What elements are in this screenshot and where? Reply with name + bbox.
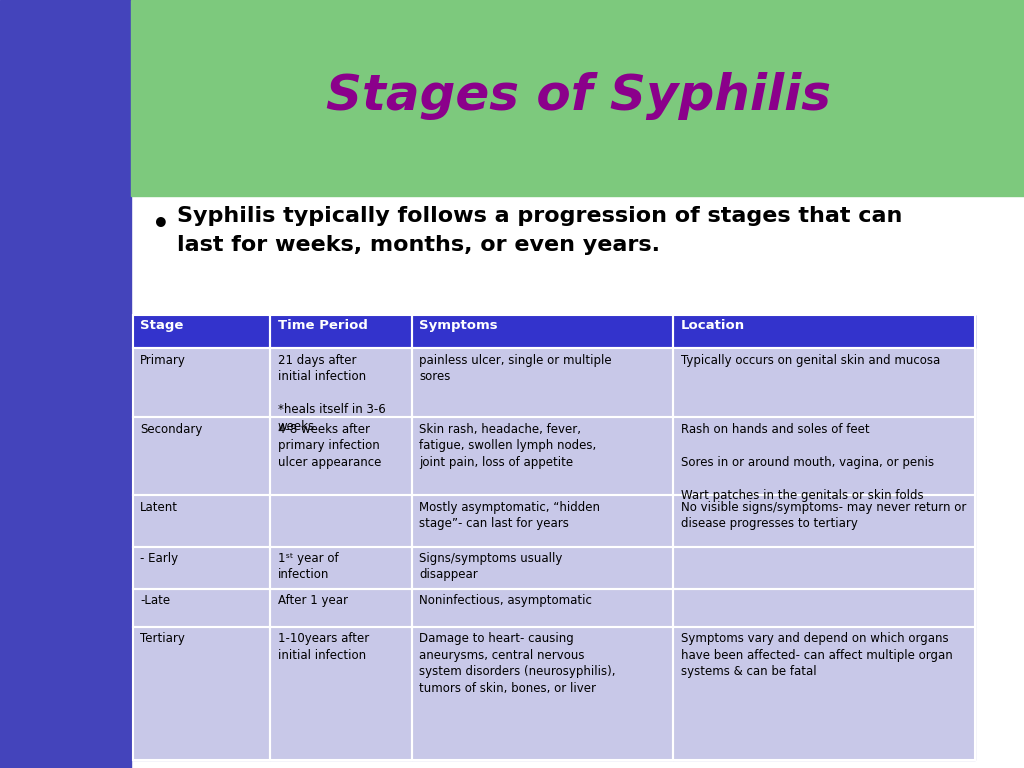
Text: last for weeks, months, or even years.: last for weeks, months, or even years.	[177, 235, 660, 255]
Text: •: •	[152, 211, 169, 239]
Bar	[674, 349, 975, 417]
Bar	[412, 315, 674, 349]
Bar	[133, 495, 270, 547]
Bar	[270, 547, 412, 589]
Bar	[674, 349, 975, 417]
Text: Rash on hands and soles of feet

Sores in or around mouth, vagina, or penis

War: Rash on hands and soles of feet Sores in…	[681, 422, 934, 502]
Text: Symptoms: Symptoms	[419, 319, 498, 333]
Text: Latent: Latent	[140, 501, 178, 514]
Bar	[131, 0, 1024, 196]
Bar	[674, 589, 975, 627]
Bar	[270, 349, 412, 417]
Bar	[412, 495, 674, 547]
Text: Typically occurs on genital skin and mucosa: Typically occurs on genital skin and muc…	[681, 353, 940, 366]
Bar	[133, 589, 270, 627]
Text: Stages of Syphilis: Stages of Syphilis	[326, 72, 831, 120]
Bar	[674, 627, 975, 760]
Bar	[133, 627, 270, 760]
Bar	[270, 315, 412, 349]
Bar	[412, 495, 674, 547]
Text: Primary: Primary	[140, 353, 186, 366]
Text: Damage to heart- causing
aneurysms, central nervous
system disorders (neurosyphi: Damage to heart- causing aneurysms, cent…	[419, 632, 615, 694]
Bar	[412, 349, 674, 417]
Bar	[412, 349, 674, 417]
Text: -Late: -Late	[140, 594, 170, 607]
Bar	[133, 627, 270, 760]
Bar	[133, 349, 270, 417]
Text: Tertiary: Tertiary	[140, 632, 185, 645]
Bar	[674, 547, 975, 589]
Text: Signs/symptoms usually
disappear: Signs/symptoms usually disappear	[419, 552, 562, 581]
Bar	[674, 315, 975, 349]
Bar	[133, 547, 270, 589]
Text: Syphilis typically follows a progression of stages that can: Syphilis typically follows a progression…	[177, 206, 902, 226]
Bar	[674, 315, 975, 349]
Bar	[133, 315, 270, 349]
Bar	[270, 417, 412, 495]
Bar	[270, 495, 412, 547]
Bar	[270, 315, 412, 349]
Bar	[674, 417, 975, 495]
Bar	[270, 589, 412, 627]
Bar	[412, 417, 674, 495]
Bar	[270, 349, 412, 417]
Bar	[412, 315, 674, 349]
Text: Secondary: Secondary	[140, 422, 203, 435]
Text: After 1 year: After 1 year	[278, 594, 347, 607]
Bar	[412, 547, 674, 589]
Bar	[412, 547, 674, 589]
Bar	[674, 495, 975, 547]
Text: Noninfectious, asymptomatic: Noninfectious, asymptomatic	[419, 594, 592, 607]
Bar	[133, 417, 270, 495]
Text: painless ulcer, single or multiple
sores: painless ulcer, single or multiple sores	[419, 353, 612, 383]
Bar	[674, 627, 975, 760]
Bar	[133, 349, 270, 417]
Text: 21 days after
initial infection

*heals itself in 3-6
weeks: 21 days after initial infection *heals i…	[278, 353, 385, 432]
Bar	[133, 589, 270, 627]
Text: 1-10years after
initial infection: 1-10years after initial infection	[278, 632, 369, 661]
Bar	[412, 589, 674, 627]
Bar	[133, 417, 270, 495]
Bar	[674, 589, 975, 627]
Text: 4-8 weeks after
primary infection
ulcer appearance: 4-8 weeks after primary infection ulcer …	[278, 422, 381, 468]
Text: Symptoms vary and depend on which organs
have been affected- can affect multiple: Symptoms vary and depend on which organs…	[681, 632, 952, 678]
Text: Time Period: Time Period	[278, 319, 368, 333]
Text: No visible signs/symptoms- may never return or
disease progresses to tertiary: No visible signs/symptoms- may never ret…	[681, 501, 966, 530]
Bar	[270, 547, 412, 589]
Text: Skin rash, headache, fever,
fatigue, swollen lymph nodes,
joint pain, loss of ap: Skin rash, headache, fever, fatigue, swo…	[419, 422, 597, 468]
Bar	[0, 0, 131, 768]
Bar	[412, 589, 674, 627]
Bar	[270, 627, 412, 760]
Bar	[674, 417, 975, 495]
Bar	[412, 417, 674, 495]
Bar	[412, 627, 674, 760]
Bar	[270, 417, 412, 495]
Text: 1ˢᵗ year of
infection: 1ˢᵗ year of infection	[278, 552, 338, 581]
Text: Mostly asymptomatic, “hidden
stage”- can last for years: Mostly asymptomatic, “hidden stage”- can…	[419, 501, 600, 530]
Bar	[270, 627, 412, 760]
Bar	[133, 315, 270, 349]
Bar	[270, 495, 412, 547]
Bar	[133, 547, 270, 589]
Bar	[674, 495, 975, 547]
Text: Location: Location	[681, 319, 744, 333]
Bar	[412, 627, 674, 760]
Bar	[674, 547, 975, 589]
Bar	[133, 495, 270, 547]
Bar	[270, 589, 412, 627]
Text: - Early: - Early	[140, 552, 178, 565]
Text: Stage: Stage	[140, 319, 183, 333]
